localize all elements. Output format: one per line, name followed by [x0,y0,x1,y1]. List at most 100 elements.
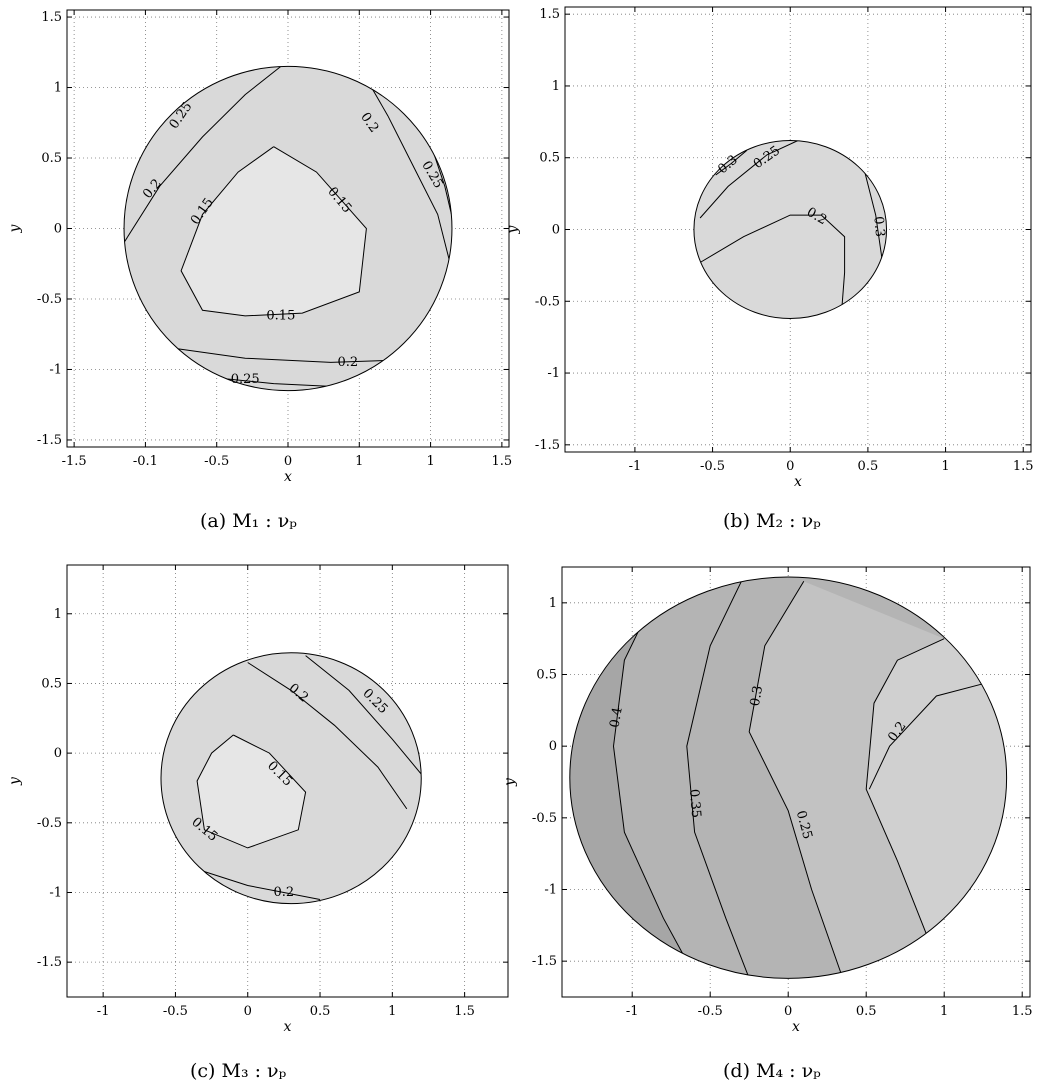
domain-boundary [123,65,453,392]
contour-line [612,595,696,976]
contour-line [699,140,799,219]
contour-fill-group [124,66,452,391]
y-tick-label: -0.5 [535,294,560,309]
caption-a: (a) M₁ : νₚ [200,510,297,532]
x-tick-label: 1 [388,1004,396,1019]
x-tick-label: 0.5 [310,1004,331,1019]
contour-band [613,581,750,979]
contour-plot-a: 0.250.20.20.250.15 0.150.150.20.25-1.5 -0.… [7,9,512,485]
x-tick-label: 1 [940,1004,948,1019]
contour-fill-group [569,577,1007,979]
contour-line [748,581,844,979]
contour-level-label: 0.25 [793,809,815,841]
x-axis-label: x [794,474,802,490]
contour-line [358,66,452,271]
x-tick-label: 1 [426,454,434,469]
contour-line [196,734,307,849]
x-tick-label: -1 [626,1004,639,1019]
x-tick-label: 0.5 [856,1004,877,1019]
y-tick-label: -0.5 [37,816,62,831]
contour-level-label: 0.2 [274,885,295,900]
y-tick-label: 0.5 [41,151,62,166]
y-tick-label: 1.5 [539,7,560,22]
y-tick-label: -1 [547,366,560,381]
contour-level-label: 0.15 [266,308,295,323]
y-tick-label: 0.5 [41,676,62,691]
contour-level-label: 0.25 [231,372,260,387]
x-tick-label: -0.1 [133,454,158,469]
contour-plot-d: 0.40.350.30.250.2-1 -0.5 0 0.5 1 1.5-1.5-1-0.… [502,566,1033,1035]
contour-band [749,581,945,979]
x-tick-label: -1.5 [62,454,87,469]
contour-band [686,581,843,979]
plot-frame [66,564,509,998]
plot-frame [561,566,1031,998]
y-axis-label: y [7,223,23,233]
contour-inner-fill [181,146,367,316]
x-tick-label: 0 [244,1004,252,1019]
x-tick-label: -0.5 [204,454,229,469]
contour-line [173,347,410,363]
y-tick-label: -1 [544,883,557,898]
y-tick-label: -1.5 [532,954,557,969]
y-tick-label: -0.5 [532,811,557,826]
x-tick-label: -0.5 [163,1004,188,1019]
y-tick-label: 0 [54,222,62,237]
y-tick-label: 1 [54,607,62,622]
y-tick-label: 1 [549,596,557,611]
contour-line [124,66,282,243]
x-tick-label: 0 [784,1004,792,1019]
x-tick-label: 1.5 [454,1004,475,1019]
contour-line [686,581,750,979]
y-tick-label: 1 [54,81,62,96]
chart-panel-a: 0.25 0.2 0.2 0.25 0.15 0.15 0.15 0.2 0.25 -1.5 -0.… [0,0,518,545]
contour-line [699,214,846,313]
y-tick-label: -1.5 [37,955,62,970]
caption-c: (c) M₃ : νₚ [190,1060,287,1082]
x-axis-label: x [284,469,292,485]
chart-panel-c: 0.2 0.25 0.15 0.15 0.2 -1 -0.5 0 0.5 1 1.5 -1.5 -1 -0… [0,545,518,1090]
y-tick-label: 0 [54,746,62,761]
y-axis-label: y [7,776,23,786]
contour-line [868,681,992,790]
contour-line [182,864,321,900]
x-tick-label: 0 [786,459,794,474]
caption-d: (d) M₄ : νₚ [723,1060,821,1082]
contour-level-label: 0.35 [686,788,703,818]
y-tick-label: 0.5 [536,668,557,683]
contour-line [715,150,748,176]
y-tick-label: 0 [549,739,557,754]
x-tick-label: -1 [629,459,642,474]
contour-level-label: 0.2 [338,355,359,370]
contour-fill-group [693,140,887,319]
contour-line [305,655,422,775]
x-tick-label: 0.5 [858,459,879,474]
domain-boundary [693,140,888,319]
y-tick-label: 0.5 [539,151,560,166]
y-tick-label: -1 [49,362,62,377]
contour-plot-b: 0.3 0.250.2 0.3-1 -0.5 0 0.5 1 1.5-1.5-1-0.500.… [505,6,1034,490]
chart-panel-b: 0.3 0.25 0.2 0.3 -1 -0.5 0 0.5 1 1.5 -1.5 -1 -0.5 0 0.… [505,0,1037,545]
domain-boundary [160,652,422,905]
y-tick-label: -1.5 [37,433,62,448]
y-axis-label: y [502,777,518,787]
y-tick-label: -1.5 [535,438,560,453]
y-tick-label: -1 [49,885,62,900]
contour-line [865,638,945,940]
x-tick-label: 1 [355,454,363,469]
contour-level-label: 0.3 [870,216,887,238]
x-tick-label: 1 [941,459,949,474]
y-axis-label: y [505,224,521,234]
x-tick-label: -0.5 [700,459,725,474]
y-tick-label: 1 [552,79,560,94]
y-tick-label: 1.5 [41,10,62,25]
y-tick-label: -0.5 [37,292,62,307]
contour-plot-c: 0.2 0.250.150.150.2-1 -0.5 0 0.5 1 1.5-1.5-1-0… [7,564,509,1035]
contour-level-label: 0.3 [748,685,766,708]
x-tick-label: -1 [97,1004,110,1019]
y-tick-label: 0 [552,223,560,238]
x-axis-label: x [284,1019,292,1035]
contour-line [180,146,367,317]
contour-level-label: 0.4 [607,706,625,729]
x-tick-label: 1.5 [1013,459,1034,474]
